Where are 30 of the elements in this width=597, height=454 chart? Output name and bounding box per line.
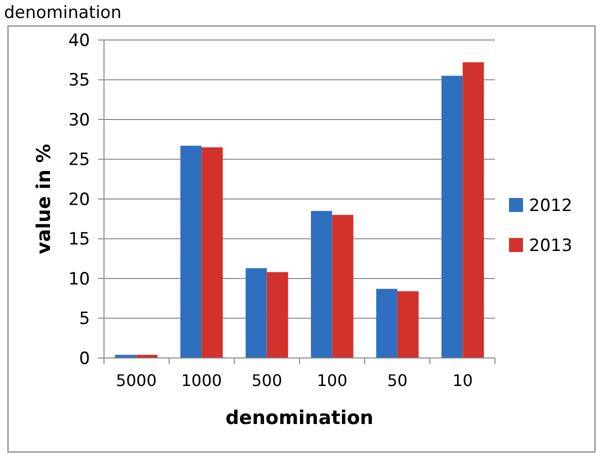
x-axis-title: denomination — [226, 407, 374, 429]
x-tick-label: 1000 — [181, 371, 222, 390]
y-tick-label: 40 — [68, 30, 90, 51]
y-tick-label: 10 — [68, 269, 90, 290]
bar — [462, 62, 484, 358]
bar — [246, 268, 267, 358]
bar — [202, 147, 223, 358]
x-tick-label: 100 — [316, 371, 348, 390]
y-tick-label: 5 — [79, 309, 90, 330]
y-tick-label: 35 — [68, 70, 90, 91]
bar — [266, 272, 288, 358]
y-tick-label: 25 — [68, 150, 90, 170]
y-tick-label: 30 — [68, 110, 90, 130]
x-tick-label: 5000 — [116, 371, 157, 390]
legend-label: 2012 — [529, 196, 572, 216]
x-tick-label: 500 — [252, 371, 282, 390]
chart-title: denomination — [4, 3, 122, 23]
x-tick-label: 50 — [387, 371, 408, 390]
y-tick-label: 15 — [68, 230, 90, 250]
x-tick-label: 10 — [452, 371, 473, 390]
y-axis-title: value in % — [33, 144, 55, 254]
bar — [376, 288, 398, 358]
bar — [441, 76, 463, 358]
y-tick-label: 20 — [68, 190, 90, 210]
bar — [397, 291, 419, 358]
y-tick-label: 0 — [79, 348, 90, 369]
bar — [180, 146, 202, 358]
legend-label: 2013 — [529, 236, 572, 256]
bar — [332, 214, 354, 358]
bar — [310, 210, 332, 358]
